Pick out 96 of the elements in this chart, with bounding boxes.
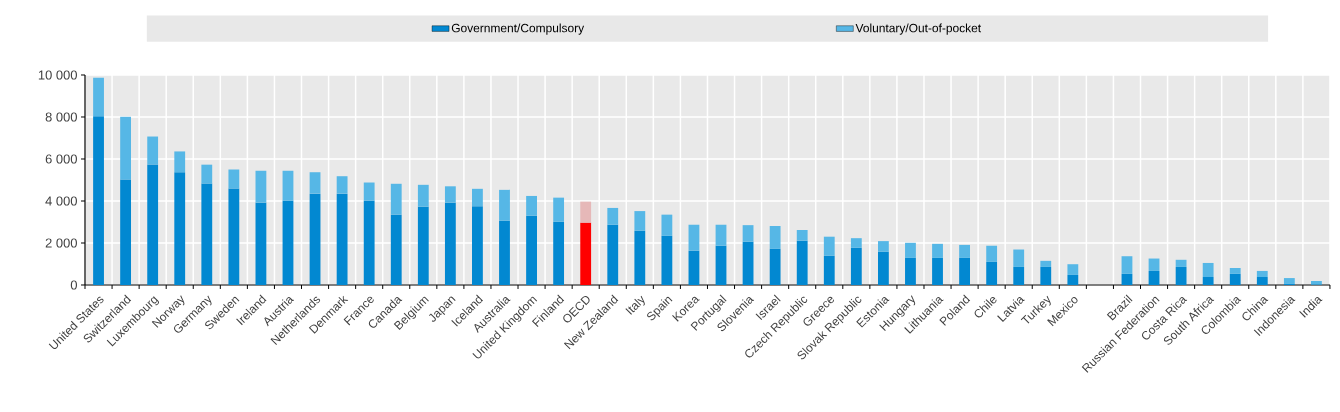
bar	[499, 189, 510, 221]
y-tick-label: 4 000	[45, 196, 77, 206]
bar	[796, 229, 808, 241]
bar	[1040, 260, 1052, 267]
bar	[986, 245, 998, 262]
bar	[823, 255, 835, 285]
bar	[1202, 262, 1214, 278]
bar	[1229, 267, 1241, 274]
bar	[634, 230, 646, 285]
bar	[444, 186, 456, 203]
bar	[1121, 273, 1133, 285]
bar	[850, 238, 862, 248]
bar	[634, 211, 646, 231]
bar	[1067, 274, 1079, 285]
y-tick-label: 10 000	[38, 70, 77, 80]
bar	[201, 183, 213, 285]
bar	[255, 170, 267, 203]
legend-label: Government/Compulsory	[451, 23, 585, 35]
bar	[93, 116, 104, 285]
bar	[850, 247, 862, 285]
bar	[715, 224, 727, 246]
bar	[1283, 278, 1295, 284]
bar	[742, 225, 754, 242]
bar	[472, 188, 483, 207]
bar	[417, 184, 429, 207]
bar	[255, 202, 267, 285]
bar	[201, 164, 213, 184]
bar	[959, 244, 970, 258]
bar	[390, 183, 402, 215]
bar	[986, 261, 998, 285]
bar	[580, 201, 592, 223]
bar	[1067, 264, 1079, 275]
bar	[282, 170, 294, 201]
bar	[363, 182, 375, 201]
bar	[1148, 258, 1160, 271]
bar	[688, 224, 700, 251]
bar	[1256, 270, 1268, 278]
bar	[309, 193, 321, 285]
bar	[174, 172, 186, 285]
bar	[1148, 270, 1160, 285]
bar	[607, 224, 619, 285]
bar	[742, 241, 754, 285]
bar	[390, 214, 402, 285]
bar	[932, 257, 943, 285]
bar	[1229, 273, 1241, 285]
bar	[877, 251, 889, 285]
bar	[932, 243, 943, 258]
bar	[1202, 277, 1214, 285]
bar	[661, 235, 673, 285]
bar	[147, 136, 159, 165]
bar	[363, 200, 375, 285]
bar	[282, 200, 294, 285]
bar	[1013, 249, 1025, 267]
bar	[688, 250, 700, 285]
bar	[769, 248, 781, 285]
bar	[1175, 266, 1187, 285]
bar	[877, 241, 889, 252]
bar	[769, 225, 781, 249]
bar	[1040, 266, 1052, 285]
bar	[553, 197, 565, 222]
bar	[120, 116, 132, 180]
bar	[715, 245, 727, 285]
bar	[417, 206, 429, 285]
y-tick-label: 2 000	[45, 238, 77, 248]
x-tick-label: Italy	[625, 295, 645, 315]
bar	[472, 206, 483, 285]
bar	[1175, 259, 1187, 267]
legend-label: Voluntary/Out-of-pocket	[855, 23, 982, 35]
bar	[959, 257, 970, 285]
bar	[147, 164, 159, 285]
bar	[120, 179, 132, 285]
bar	[607, 207, 619, 225]
bar	[905, 242, 916, 258]
bar	[661, 214, 673, 236]
bar	[580, 222, 592, 285]
bar	[1121, 256, 1133, 274]
y-tick-label: 8 000	[45, 112, 77, 122]
bar	[336, 176, 348, 194]
bar	[93, 77, 104, 117]
bar	[309, 172, 321, 194]
bar	[553, 221, 565, 285]
bar	[228, 169, 240, 189]
bar	[1256, 277, 1268, 285]
bar	[499, 220, 510, 285]
bar	[823, 236, 835, 256]
y-tick-label: 0	[70, 280, 77, 290]
bar	[905, 257, 916, 285]
bar	[1013, 266, 1025, 285]
y-tick-label: 6 000	[45, 154, 77, 164]
bar	[174, 151, 186, 173]
bar	[526, 195, 537, 216]
bar	[796, 240, 808, 285]
bar	[526, 215, 537, 285]
bar	[336, 193, 348, 285]
bar	[228, 188, 240, 285]
bar	[444, 202, 456, 285]
